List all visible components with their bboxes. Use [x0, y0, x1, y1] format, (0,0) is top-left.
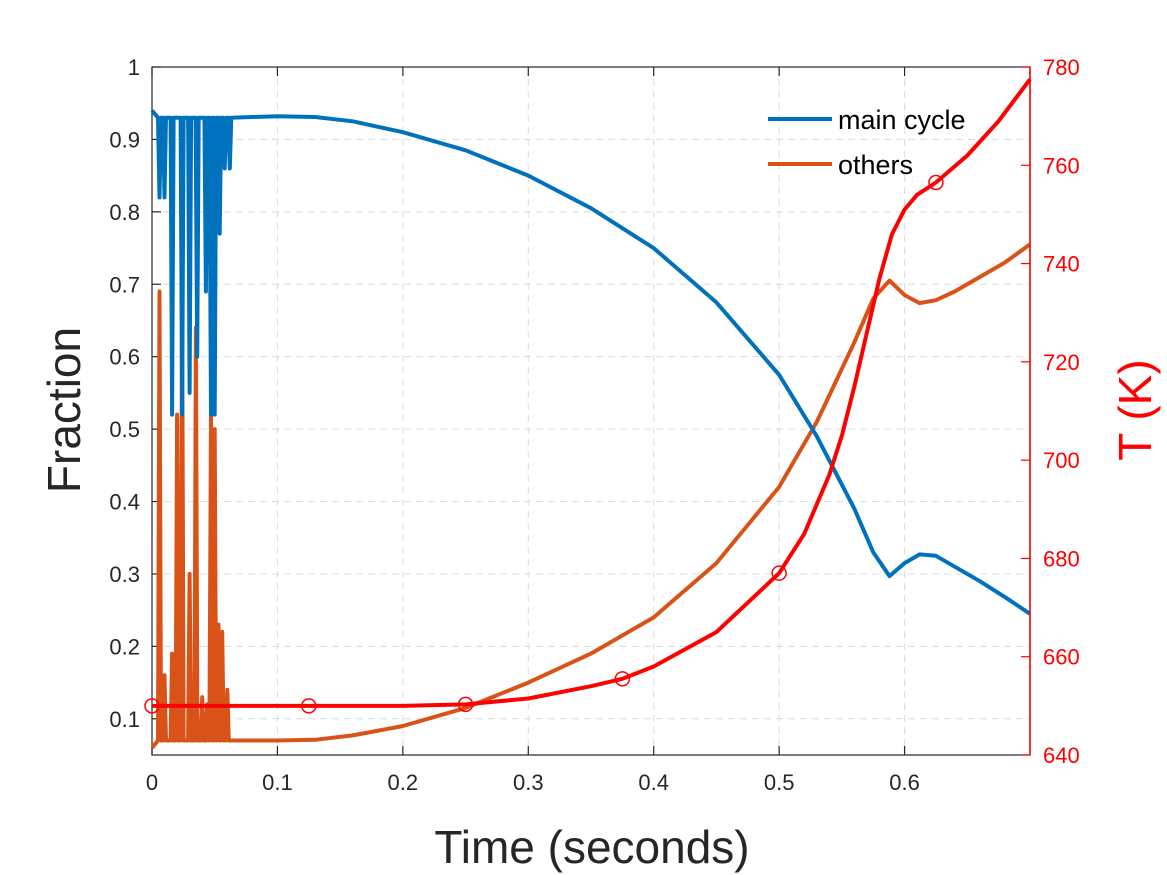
y-tick-label: 0.3 — [109, 562, 140, 587]
y2-tick-label: 740 — [1043, 252, 1080, 277]
y2-tick-label: 680 — [1043, 546, 1080, 571]
y2-tick-label: 760 — [1043, 153, 1080, 178]
x-tick-label: 0.2 — [388, 770, 419, 795]
y-tick-label: 0.1 — [109, 707, 140, 732]
temperature-marker — [928, 174, 944, 191]
series-others-line — [150, 242, 1032, 750]
temperature-marker — [457, 696, 474, 713]
series — [144, 78, 1032, 750]
y2-tick-label: 780 — [1043, 55, 1080, 80]
y-tick-label: 0.8 — [109, 200, 140, 225]
y-tick-label: 0.6 — [109, 345, 140, 370]
legend: main cycle others — [768, 105, 966, 180]
x-tick-label: 0.4 — [638, 770, 669, 795]
temperature-marker — [771, 565, 787, 581]
x-tick-label: 0.3 — [513, 770, 544, 795]
temperature-marker — [301, 698, 317, 714]
y2-tick-label: 720 — [1043, 350, 1080, 375]
x-tick-label: 0.6 — [889, 770, 920, 795]
temperature-marker — [614, 671, 631, 687]
y-tick-label: 0.7 — [109, 272, 140, 297]
ticks: 0 0.1 0.2 0.3 0.4 0.5 0.6 0.1 0.2 0.3 0.4 0.5 0.6 0.7… — [109, 55, 1079, 795]
x-axis-title: Time (seconds) — [434, 821, 749, 873]
y2-axis-title: T (K) — [1109, 359, 1161, 460]
y-tick-label: 0.2 — [109, 634, 140, 659]
y2-tick-label: 700 — [1043, 448, 1080, 473]
series-main-cycle-line — [150, 109, 1032, 616]
y2-tick-label: 640 — [1043, 743, 1080, 768]
legend-label-main-cycle: main cycle — [838, 105, 966, 135]
x-tick-label: 0.5 — [764, 770, 795, 795]
y-tick-label: 1 — [128, 55, 140, 80]
temperature-marker — [144, 698, 160, 714]
grid-lines — [152, 67, 1030, 755]
y2-tick-label: 660 — [1043, 645, 1080, 670]
y-tick-label: 0.9 — [109, 127, 140, 152]
legend-label-others: others — [838, 150, 913, 180]
series-temperature-line — [152, 78, 1032, 708]
y-tick-label: 0.4 — [109, 490, 140, 515]
y-axis-title: Fraction — [38, 327, 90, 493]
x-tick-label: 0.1 — [262, 770, 293, 795]
x-tick-label: 0 — [146, 770, 158, 795]
y-tick-label: 0.5 — [109, 417, 140, 442]
